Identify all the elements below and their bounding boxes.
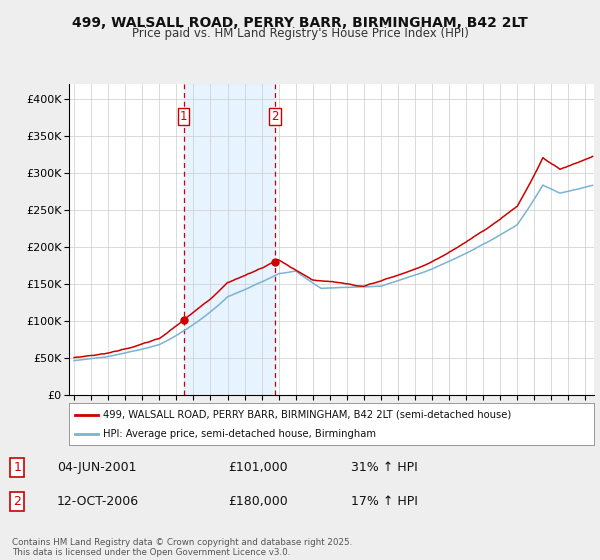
Text: 2: 2 (13, 495, 21, 508)
Text: HPI: Average price, semi-detached house, Birmingham: HPI: Average price, semi-detached house,… (103, 429, 376, 439)
Text: 1: 1 (180, 110, 187, 123)
Text: 12-OCT-2006: 12-OCT-2006 (57, 495, 139, 508)
Text: 04-JUN-2001: 04-JUN-2001 (57, 461, 137, 474)
Text: £101,000: £101,000 (228, 461, 287, 474)
Text: 499, WALSALL ROAD, PERRY BARR, BIRMINGHAM, B42 2LT (semi-detached house): 499, WALSALL ROAD, PERRY BARR, BIRMINGHA… (103, 409, 511, 419)
Text: 31% ↑ HPI: 31% ↑ HPI (351, 461, 418, 474)
Text: 17% ↑ HPI: 17% ↑ HPI (351, 495, 418, 508)
Text: £180,000: £180,000 (228, 495, 288, 508)
Text: 499, WALSALL ROAD, PERRY BARR, BIRMINGHAM, B42 2LT: 499, WALSALL ROAD, PERRY BARR, BIRMINGHA… (72, 16, 528, 30)
Bar (184, 84, 275, 395)
Text: 2: 2 (271, 110, 279, 123)
Text: Price paid vs. HM Land Registry's House Price Index (HPI): Price paid vs. HM Land Registry's House … (131, 27, 469, 40)
Text: 1: 1 (13, 461, 21, 474)
Text: Contains HM Land Registry data © Crown copyright and database right 2025.
This d: Contains HM Land Registry data © Crown c… (12, 538, 352, 557)
